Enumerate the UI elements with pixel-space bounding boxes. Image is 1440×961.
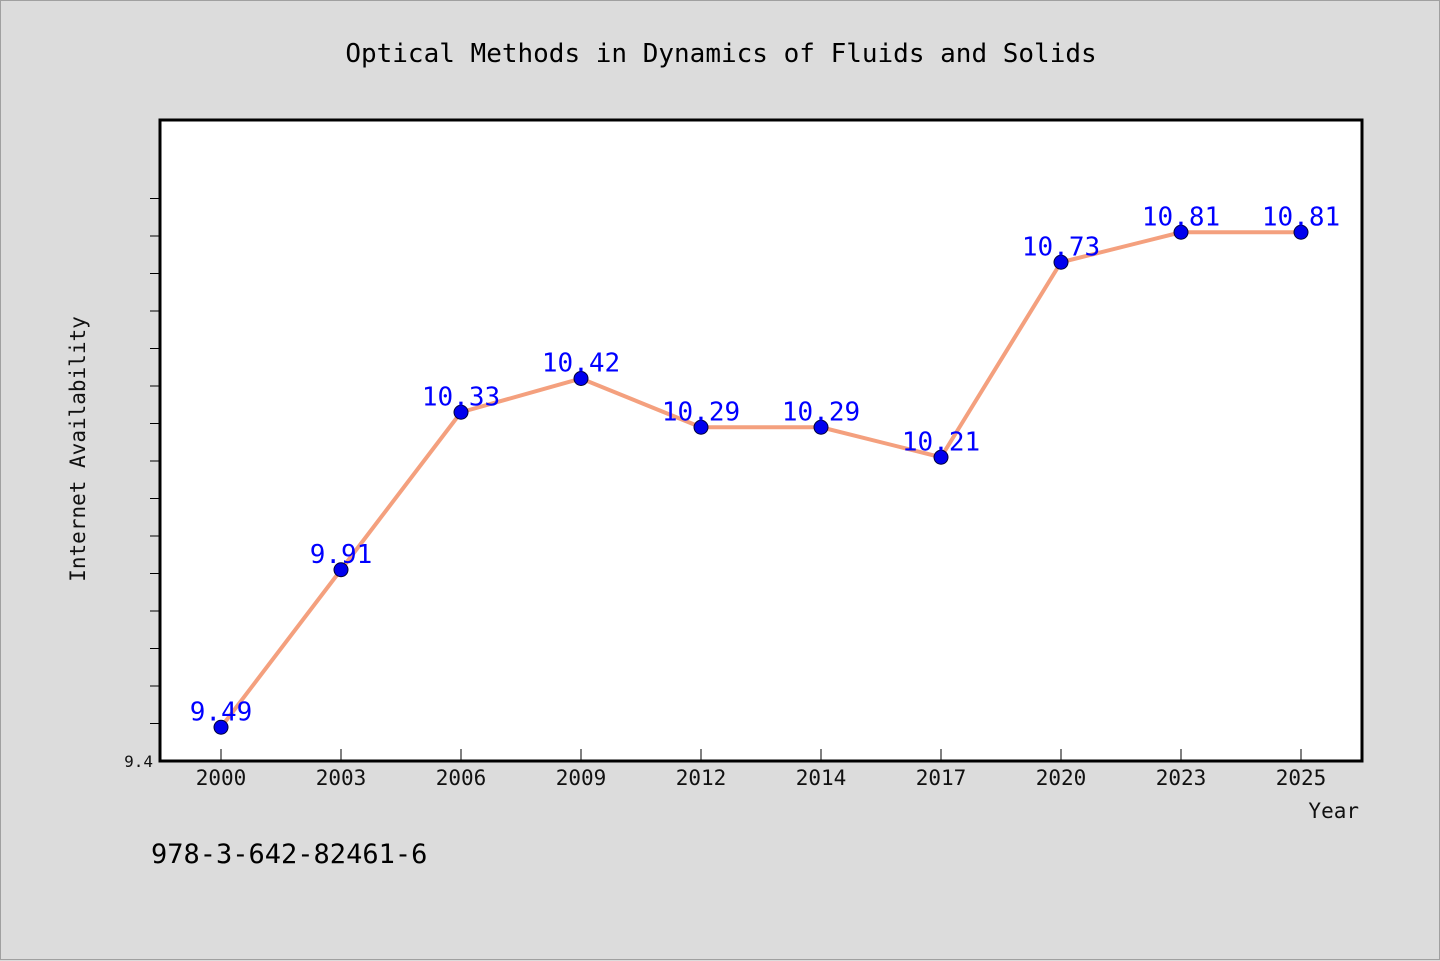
x-tick-label: 2025 <box>1276 766 1327 790</box>
data-labels: 9.49 9.91 10.33 10.42 10.29 10.29 10.21 10.73 10… <box>190 202 1340 727</box>
x-tick-label: 2009 <box>556 766 607 790</box>
data-label: 10.81 <box>1142 202 1220 232</box>
data-point <box>813 419 829 435</box>
chart-title: Optical Methods in Dynamics of Fluids an… <box>345 39 1096 69</box>
data-label: 10.29 <box>782 397 860 427</box>
data-point <box>1293 224 1309 240</box>
data-point <box>933 449 949 465</box>
data-label: 10.81 <box>1262 202 1340 232</box>
data-label: 10.29 <box>662 397 740 427</box>
data-label: 9.91 <box>310 540 373 570</box>
data-point <box>1053 254 1069 270</box>
data-point <box>333 562 349 578</box>
series-line <box>219 230 1303 730</box>
data-label: 10.42 <box>542 349 620 379</box>
plot-area <box>158 118 1364 763</box>
x-axis-label: Year <box>1308 799 1359 823</box>
isbn-text: 978-3-642-82461-6 <box>151 839 427 870</box>
data-point <box>1173 224 1189 240</box>
y-axis-ticks: 9.4 <box>124 198 160 771</box>
data-point <box>573 371 589 386</box>
x-tick-label: 2014 <box>796 766 847 790</box>
x-axis-ticks: 2000 2003 2006 2009 2012 2014 2017 2020 2023 2025 <box>196 749 1327 790</box>
series-line-group <box>219 230 1303 730</box>
x-tick-label: 2000 <box>196 766 247 790</box>
y-tick-label: 9.4 <box>124 752 153 771</box>
data-point <box>453 404 469 420</box>
data-label: 10.21 <box>902 427 980 457</box>
data-label: 9.49 <box>190 697 253 727</box>
x-tick-label: 2012 <box>676 766 727 790</box>
x-tick-label: 2003 <box>316 766 367 790</box>
y-axis-label: Internet Availability <box>66 316 90 582</box>
x-tick-label: 2020 <box>1036 766 1087 790</box>
data-point <box>213 719 229 735</box>
data-label: 10.33 <box>422 382 500 412</box>
x-tick-label: 2017 <box>916 766 967 790</box>
data-point <box>693 419 709 435</box>
x-tick-label: 2006 <box>436 766 487 790</box>
data-markers <box>213 224 1309 735</box>
x-tick-label: 2023 <box>1156 766 1207 790</box>
data-label: 10.73 <box>1022 232 1100 262</box>
